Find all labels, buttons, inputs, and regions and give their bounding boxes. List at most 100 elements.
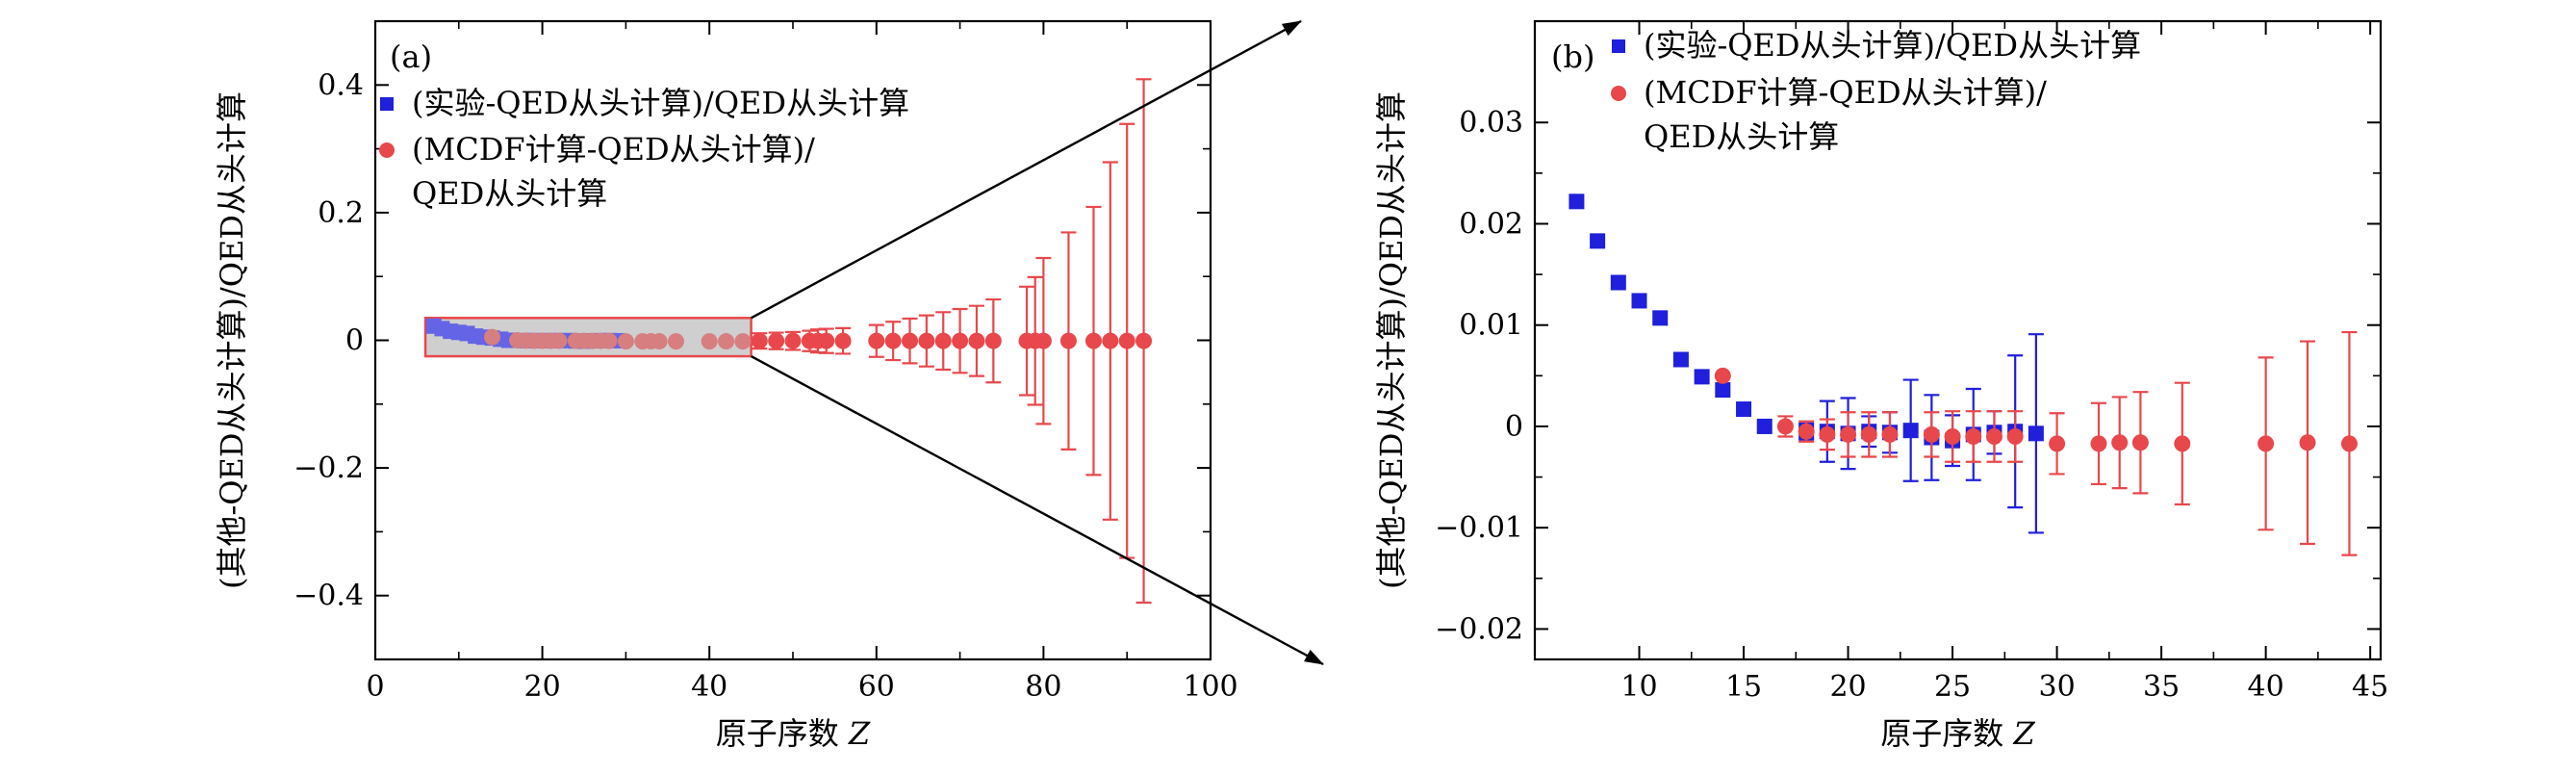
data-point-circle xyxy=(751,332,768,349)
y-tick-label: −0.02 xyxy=(1435,612,1523,646)
data-point-square xyxy=(1756,418,1773,434)
data-point-square xyxy=(1610,274,1626,291)
data-point-circle xyxy=(484,328,501,346)
data-point-circle xyxy=(650,333,668,350)
y-tick-label: −0.2 xyxy=(293,451,364,485)
x-tick-label: 15 xyxy=(1725,670,1762,704)
y-tick-label: 0 xyxy=(1505,410,1523,444)
data-point-circle xyxy=(818,332,835,349)
data-point-circle xyxy=(1798,423,1815,440)
data-point-circle xyxy=(667,333,684,350)
data-point-square xyxy=(2028,425,2044,442)
legend-label-experiment: (实验-QED从头计算)/QED从头计算 xyxy=(1644,27,2141,64)
data-point-circle xyxy=(617,333,634,350)
legend: (实验-QED从头计算)/QED从头计算 (MCDF计算-QED从头计算)/ QED… xyxy=(379,85,909,212)
data-point-square xyxy=(1672,351,1689,368)
x-tick-label: 100 xyxy=(1183,670,1237,704)
x-tick-label: 25 xyxy=(1934,670,1971,704)
data-point-circle xyxy=(968,332,985,349)
data-point-circle xyxy=(550,332,568,349)
panel-b: 10 15 20 25 30 35 40 45 −0.02 −0.01 0 0.01 0.02 0.03 原… xyxy=(1373,19,2388,752)
data-point-circle xyxy=(2006,427,2024,445)
data-point-circle xyxy=(718,333,735,350)
panel-label: (a) xyxy=(390,39,432,75)
data-point-circle xyxy=(1034,332,1052,349)
x-tick-label: 35 xyxy=(2143,670,2180,704)
series-mcdf xyxy=(484,78,1153,605)
x-tick-label: 80 xyxy=(1025,670,1061,704)
data-point-circle xyxy=(2090,435,2107,452)
y-tick-label: −0.01 xyxy=(1435,511,1523,545)
data-point-circle xyxy=(1118,332,1135,349)
data-point-circle xyxy=(768,332,785,349)
data-point-square xyxy=(1694,369,1710,385)
data-point-square xyxy=(1590,233,1606,249)
y-tick-label: 0.2 xyxy=(318,196,364,230)
data-point-square xyxy=(1631,293,1647,309)
x-tick-label: 40 xyxy=(691,670,727,704)
data-point-circle xyxy=(2111,434,2129,451)
x-tick-label: 60 xyxy=(858,670,895,704)
data-point-circle xyxy=(1084,332,1102,349)
x-axis-title: 原子序数 Z xyxy=(716,715,871,752)
data-point-square xyxy=(1736,401,1752,418)
y-axis-title: (其他-QED从头计算)/QED从头计算 xyxy=(1373,91,1410,589)
zoom-arrow-top xyxy=(751,19,1302,320)
data-point-circle xyxy=(902,332,919,349)
data-point-circle xyxy=(934,332,952,349)
legend-label-mcdf-line2: QED从头计算 xyxy=(412,175,607,212)
y-tick-label: 0.4 xyxy=(318,68,364,102)
data-point-circle xyxy=(1840,425,1857,443)
y-tick-label: 0.03 xyxy=(1459,106,1523,140)
y-axis-title: (其他-QED从头计算)/QED从头计算 xyxy=(214,91,250,589)
data-point-circle xyxy=(600,332,618,349)
legend: (实验-QED从头计算)/QED从头计算 (MCDF计算-QED从头计算)/ QED… xyxy=(1611,27,2141,155)
data-point-circle xyxy=(701,333,718,350)
x-tick-label: 30 xyxy=(2038,670,2075,704)
data-point-circle xyxy=(1881,425,1899,443)
data-point-square xyxy=(1902,423,1919,439)
data-point-circle xyxy=(2131,434,2149,451)
x-axis-title: 原子序数 Z xyxy=(1880,715,2035,752)
legend-marker-circle xyxy=(379,142,395,158)
data-point-square xyxy=(1652,310,1669,326)
data-point-square xyxy=(1569,193,1585,210)
data-point-circle xyxy=(1776,418,1794,435)
zoom-arrow-bottom xyxy=(751,355,1324,666)
y-tick-label: 0 xyxy=(345,324,364,358)
legend-label-mcdf-line2: QED从头计算 xyxy=(1644,118,1839,155)
data-point-circle xyxy=(1059,332,1077,349)
series-mcdf xyxy=(1714,330,2358,556)
y-tick-label: 0.02 xyxy=(1459,207,1523,241)
legend-marker-circle xyxy=(1611,86,1626,101)
data-point-circle xyxy=(2340,435,2358,452)
x-tick-label: 40 xyxy=(2248,670,2284,704)
data-point-square xyxy=(1715,382,1731,399)
y-tick-label: −0.4 xyxy=(293,580,364,613)
x-tick-label: 10 xyxy=(1620,670,1657,704)
legend-marker-square xyxy=(380,97,394,111)
plot-frame xyxy=(1533,19,2383,661)
data-point-circle xyxy=(868,332,885,349)
data-point-circle xyxy=(884,332,902,349)
data-point-circle xyxy=(1102,332,1119,349)
data-point-circle xyxy=(1923,425,1940,443)
legend-label-experiment: (实验-QED从头计算)/QED从头计算 xyxy=(412,85,909,121)
data-point-circle xyxy=(2299,434,2316,451)
data-point-circle xyxy=(1819,425,1836,443)
data-point-circle xyxy=(984,332,1002,349)
series-experiment xyxy=(1569,193,2044,534)
legend-label-mcdf-line1: (MCDF计算-QED从头计算)/ xyxy=(412,131,815,167)
x-tick-label: 20 xyxy=(524,670,561,704)
data-point-circle xyxy=(1714,367,1731,384)
x-tick-label: 20 xyxy=(1829,670,1866,704)
x-tick-label: 45 xyxy=(2352,670,2388,704)
panel-a: 0 20 40 60 80 100 −0.4 −0.2 0 0.2 0.4 原子序数 Z (其他-QED… xyxy=(214,19,1238,752)
data-point-circle xyxy=(784,332,802,349)
data-point-circle xyxy=(734,333,752,350)
legend-label-mcdf-line1: (MCDF计算-QED从头计算)/ xyxy=(1644,74,2047,111)
data-point-circle xyxy=(1135,332,1153,349)
data-point-circle xyxy=(918,332,935,349)
data-point-circle xyxy=(2174,435,2191,452)
